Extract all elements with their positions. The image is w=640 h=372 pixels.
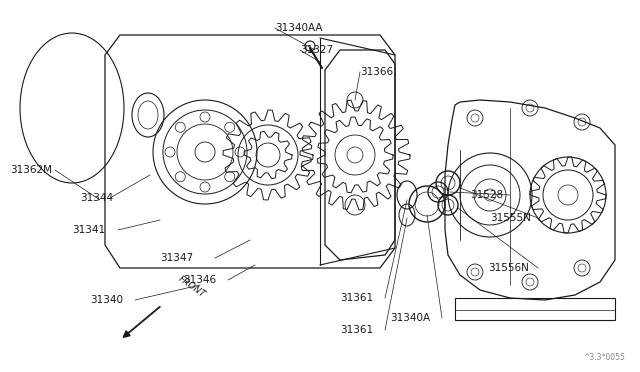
Text: FRONT: FRONT (177, 275, 207, 299)
Text: 31362M: 31362M (10, 165, 52, 175)
Text: 31340: 31340 (90, 295, 123, 305)
Text: 31341: 31341 (72, 225, 105, 235)
Text: 31340A: 31340A (390, 313, 430, 323)
Text: ^3.3*0055: ^3.3*0055 (583, 353, 625, 362)
Text: 31366: 31366 (360, 67, 393, 77)
Text: 31361: 31361 (340, 293, 373, 303)
Text: 31327: 31327 (300, 45, 333, 55)
Text: 31344: 31344 (80, 193, 113, 203)
Text: 31361: 31361 (340, 325, 373, 335)
Text: 31528: 31528 (470, 190, 503, 200)
Text: 31340AA: 31340AA (275, 23, 323, 33)
Text: 31556N: 31556N (488, 263, 529, 273)
Text: 31347: 31347 (160, 253, 193, 263)
Text: 31555N: 31555N (490, 213, 531, 223)
Text: 31346: 31346 (183, 275, 216, 285)
